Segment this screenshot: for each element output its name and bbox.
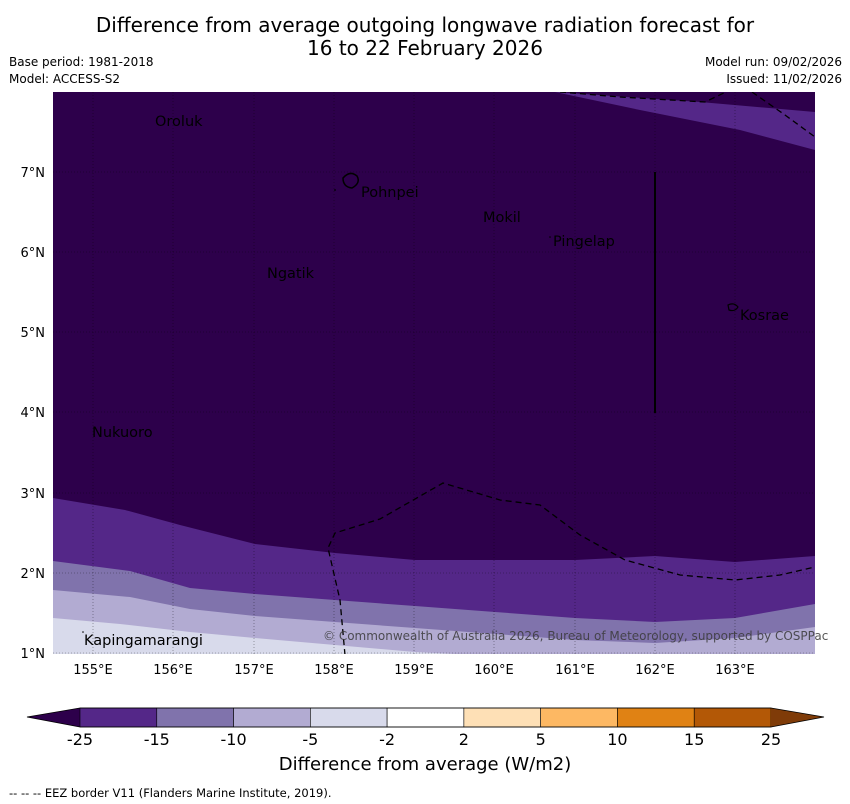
place-pohnpei: Pohnpei	[361, 185, 419, 201]
colorbar-segment	[693, 707, 772, 728]
issued-date: Issued: 11/02/2026	[726, 72, 842, 86]
colorbar-tick-label: -15	[144, 730, 170, 749]
colorbar-tick-label: 2	[459, 730, 469, 749]
kosrae-island-shape	[727, 303, 739, 312]
base-period: Base period: 1981-2018	[9, 55, 154, 69]
colorbar-segment	[79, 707, 158, 728]
colorbar-under-arrow	[27, 708, 80, 727]
lon-label-158e: 158°E	[314, 663, 354, 678]
colorbar-segments	[79, 707, 772, 728]
eez-legend-note: -- -- -- EEZ border V11 (Flanders Marine…	[9, 786, 332, 800]
model-name: Model: ACCESS-S2	[9, 72, 121, 86]
lat-label-1n: 1°N	[21, 647, 46, 662]
colorbar: -25 -15 -10 -5 -2 2 5 10 15 25	[26, 707, 825, 749]
graticule	[53, 92, 815, 654]
meta-left: Base period: 1981-2018 Model: ACCESS-S2	[9, 54, 154, 88]
lon-label-159e: 159°E	[394, 663, 434, 678]
eez-border	[327, 92, 815, 654]
lon-label-160e: 160°E	[474, 663, 514, 678]
colorbar-tick-label: -5	[302, 730, 318, 749]
colorbar-tick-label: 15	[684, 730, 704, 749]
lat-label-5n: 5°N	[21, 326, 46, 341]
pingelap-atoll-mark	[549, 236, 551, 238]
colorbar-segment	[386, 707, 465, 728]
colorbar-segment	[156, 707, 234, 728]
title-line-1: Difference from average outgoing longwav…	[95, 13, 755, 37]
place-mokil: Mokil	[483, 210, 521, 226]
lon-label-157e: 157°E	[234, 663, 274, 678]
lon-label-155e: 155°E	[73, 663, 113, 678]
lon-label-162e: 162°E	[635, 663, 675, 678]
title-line-2: 16 to 22 February 2026	[307, 36, 543, 60]
lon-label-161e: 161°E	[555, 663, 595, 678]
colorbar-tick-label: -25	[67, 730, 93, 749]
colorbar-segment	[463, 707, 541, 728]
place-ngatik: Ngatik	[267, 266, 315, 282]
anomaly-fill-northeast	[555, 92, 815, 150]
colorbar-segment	[540, 707, 618, 728]
colorbar-tick-label: -10	[220, 730, 246, 749]
colorbar-tick-label: 5	[536, 730, 546, 749]
anomaly-band-2	[53, 618, 455, 654]
colorbar-outline	[26, 707, 825, 728]
ant-atoll-mark	[334, 189, 336, 191]
lat-label-7n: 7°N	[21, 166, 46, 181]
lat-label-3n: 3°N	[21, 487, 46, 502]
place-nukuoro: Nukuoro	[92, 425, 153, 441]
model-run: Model run: 09/02/2026	[704, 55, 842, 69]
copyright-notice: © Commonwealth of Australia 2026, Bureau…	[323, 629, 828, 643]
colorbar-segment	[617, 707, 695, 728]
colorbar-tick-label: -2	[379, 730, 395, 749]
map-title: Difference from average outgoing longwav…	[0, 14, 850, 60]
pohnpei-island-shape	[342, 172, 359, 189]
colorbar-tick-label: 25	[761, 730, 781, 749]
colorbar-over-arrow	[771, 708, 824, 727]
colorbar-label: Difference from average (W/m2)	[278, 754, 572, 775]
lat-label-2n: 2°N	[21, 567, 46, 582]
place-pingelap: Pingelap	[553, 234, 615, 250]
colorbar-ticks: -25 -15 -10 -5 -2 2 5 10 15 25	[67, 730, 781, 749]
meta-right: Model run: 09/02/2026 Issued: 11/02/2026	[705, 54, 842, 88]
map-panel	[53, 92, 815, 654]
colorbar-segment	[233, 707, 311, 728]
colorbar-tick-label: 10	[607, 730, 627, 749]
place-kapingamarangi: Kapingamarangi	[84, 633, 203, 649]
kapingamarangi-atoll-mark	[82, 631, 84, 633]
lon-label-156e: 156°E	[153, 663, 193, 678]
place-oroluk: Oroluk	[155, 114, 203, 130]
place-kosrae: Kosrae	[740, 308, 789, 324]
colorbar-segment	[310, 707, 388, 728]
lon-label-163e: 163°E	[715, 663, 755, 678]
lat-label-4n: 4°N	[21, 406, 46, 421]
lat-label-6n: 6°N	[21, 246, 46, 261]
